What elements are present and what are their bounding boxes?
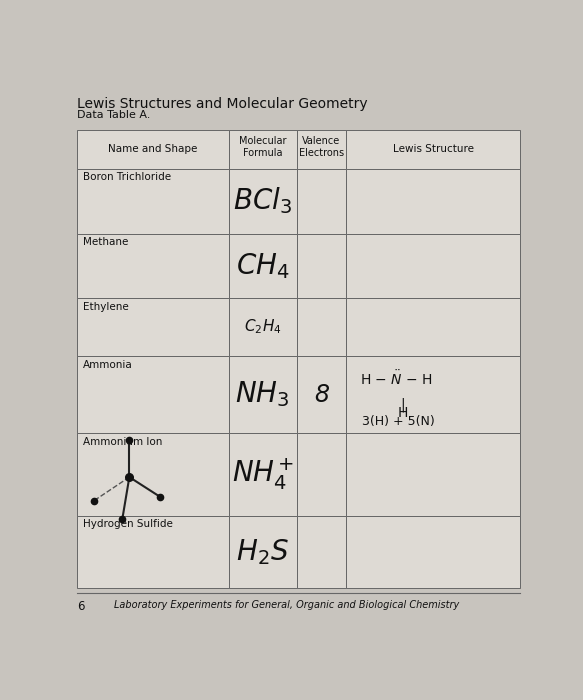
Bar: [229, 169, 297, 234]
Text: Name and Shape: Name and Shape: [108, 144, 198, 154]
Text: Ammonium Ion: Ammonium Ion: [83, 437, 162, 447]
Text: Molecular
Formula: Molecular Formula: [239, 136, 286, 158]
Text: Methane: Methane: [83, 237, 128, 247]
Text: NH$_4^+$: NH$_4^+$: [231, 456, 294, 492]
Bar: [229, 356, 297, 433]
Bar: [78, 234, 229, 298]
Bar: [297, 169, 346, 234]
Text: Boron Trichloride: Boron Trichloride: [83, 172, 171, 183]
Bar: [78, 169, 229, 234]
Bar: [297, 234, 346, 298]
Text: 6: 6: [78, 600, 85, 612]
Bar: [229, 298, 297, 356]
Bar: [78, 356, 229, 433]
Text: NH$_3$: NH$_3$: [236, 379, 290, 410]
Text: 3(H) + 5(N): 3(H) + 5(N): [362, 415, 435, 428]
Text: H $-$ $\ddot{N}$ $-$ H: H $-$ $\ddot{N}$ $-$ H: [360, 369, 433, 388]
Bar: [297, 130, 346, 169]
Bar: [229, 516, 297, 588]
Text: BCl$_3$: BCl$_3$: [233, 186, 292, 216]
Text: CH$_4$: CH$_4$: [236, 251, 290, 281]
Bar: [346, 356, 520, 433]
Text: 8: 8: [314, 382, 329, 407]
Bar: [229, 234, 297, 298]
Text: Lewis Structure: Lewis Structure: [393, 144, 474, 154]
Text: H$_2$S: H$_2$S: [236, 537, 289, 567]
Text: Laboratory Experiments for General, Organic and Biological Chemistry: Laboratory Experiments for General, Orga…: [114, 600, 459, 610]
Bar: [346, 516, 520, 588]
Bar: [78, 516, 229, 588]
Bar: [346, 433, 520, 516]
Text: |: |: [401, 397, 405, 412]
Bar: [229, 130, 297, 169]
Text: H: H: [398, 407, 408, 421]
Bar: [297, 516, 346, 588]
Bar: [346, 234, 520, 298]
Bar: [78, 298, 229, 356]
Bar: [297, 298, 346, 356]
Bar: [78, 130, 229, 169]
Text: Hydrogen Sulfide: Hydrogen Sulfide: [83, 519, 173, 529]
Bar: [229, 433, 297, 516]
Text: Valence
Electrons: Valence Electrons: [299, 136, 344, 158]
Bar: [297, 433, 346, 516]
Bar: [346, 169, 520, 234]
Bar: [297, 356, 346, 433]
Bar: [346, 298, 520, 356]
Text: Lewis Structures and Molecular Geometry: Lewis Structures and Molecular Geometry: [78, 97, 368, 111]
Bar: [346, 130, 520, 169]
Bar: [78, 433, 229, 516]
Text: C$_2$H$_4$: C$_2$H$_4$: [244, 318, 282, 337]
Text: Data Table A.: Data Table A.: [78, 110, 151, 120]
Text: Ethylene: Ethylene: [83, 302, 129, 312]
Text: Ammonia: Ammonia: [83, 360, 132, 370]
